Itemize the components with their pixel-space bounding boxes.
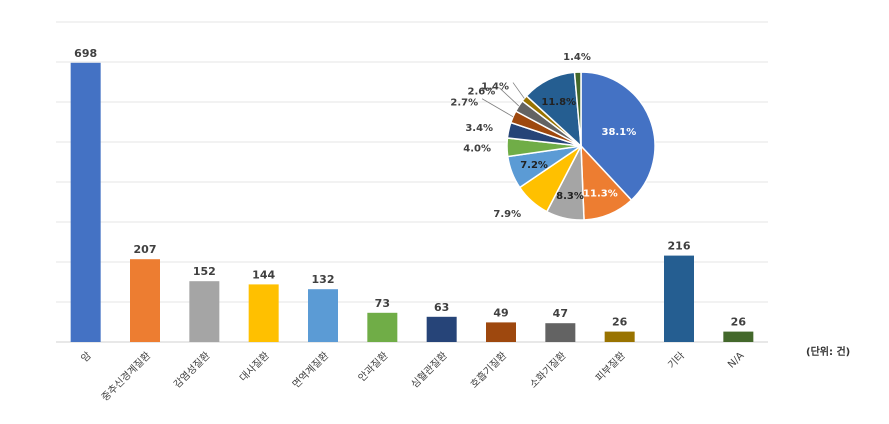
bar-series <box>70 62 754 343</box>
pie-slice-label: 3.4% <box>465 123 493 134</box>
category-label: 안과질환 <box>356 350 391 385</box>
pie-slice-label: 1.4% <box>563 52 591 63</box>
pie-leader-line <box>499 87 520 107</box>
pie-slice-label: 11.3% <box>583 188 618 199</box>
category-label: 암 <box>79 350 94 365</box>
category-label: 호흡기질환 <box>467 349 509 391</box>
bar <box>723 331 754 342</box>
pie-slice-label: 11.8% <box>541 97 576 108</box>
bar <box>426 316 457 342</box>
bar-value-label: 216 <box>668 240 691 253</box>
bar-value-labels: 698 207 152 144 132 73 63 49 47 26 216 26 <box>74 47 746 329</box>
bar-value-label: 63 <box>434 301 449 314</box>
pie-leader-line <box>481 98 514 118</box>
pie-slice-label: 1.4% <box>481 82 509 93</box>
pie-slice-label: 8.3% <box>556 191 584 202</box>
grid-lines <box>56 21 768 343</box>
category-label: 심혈관질환 <box>408 349 450 391</box>
bar-value-label: 26 <box>731 316 747 329</box>
bar-value-label: 132 <box>312 273 335 286</box>
category-label: 소화기질환 <box>527 350 568 391</box>
pie-slice <box>573 71 582 147</box>
bar <box>130 259 160 342</box>
bar <box>486 322 516 342</box>
bar <box>70 62 101 343</box>
pie-slice-label: 2.7% <box>450 98 478 109</box>
category-axis-labels: 암 중추신경계질환 감염성질환 대사질환 면역계질환 안과질환 심혈관질환 호흡기질환 소화기질… <box>79 349 747 404</box>
pie-leader-line <box>512 82 525 99</box>
pie-labels: 38.1%11.3%8.3%7.9%7.2%4.0%3.4%2.7%2.6%1.… <box>450 52 636 220</box>
category-label: 중추신경계질환 <box>98 349 153 404</box>
category-label: 감염성질환 <box>171 350 212 391</box>
bar-value-label: 698 <box>74 47 97 60</box>
pie-slice-label: 4.0% <box>463 144 491 155</box>
pie-slice-label: 38.1% <box>602 127 637 138</box>
pie-slice-label: 2.6% <box>468 87 496 98</box>
bar-value-label: 49 <box>493 306 508 319</box>
bar-value-label: 26 <box>612 316 628 329</box>
bar-value-label: 152 <box>193 265 216 278</box>
bar-value-label: 144 <box>252 268 275 281</box>
pie-chart <box>506 71 656 221</box>
bar-value-label: 207 <box>134 243 157 256</box>
bar <box>308 289 338 342</box>
pie-slice <box>580 71 656 202</box>
pie-slice-label: 7.9% <box>493 209 521 220</box>
pie-slice-label: 7.2% <box>520 160 548 171</box>
bar <box>367 312 398 342</box>
bar-value-label: 47 <box>553 307 568 320</box>
category-label: 대사질환 <box>237 350 272 385</box>
unit-note: (단위: 건) <box>806 347 851 358</box>
bar <box>189 281 220 342</box>
category-label: N/A <box>726 350 746 370</box>
category-label: 피부질환 <box>593 350 628 385</box>
bar-value-label: 73 <box>375 297 390 310</box>
bar <box>545 323 576 342</box>
bar <box>604 331 635 342</box>
bar <box>664 255 694 342</box>
bar <box>248 284 279 342</box>
category-label: 면역계질환 <box>290 350 331 391</box>
category-label: 기타 <box>666 350 688 372</box>
